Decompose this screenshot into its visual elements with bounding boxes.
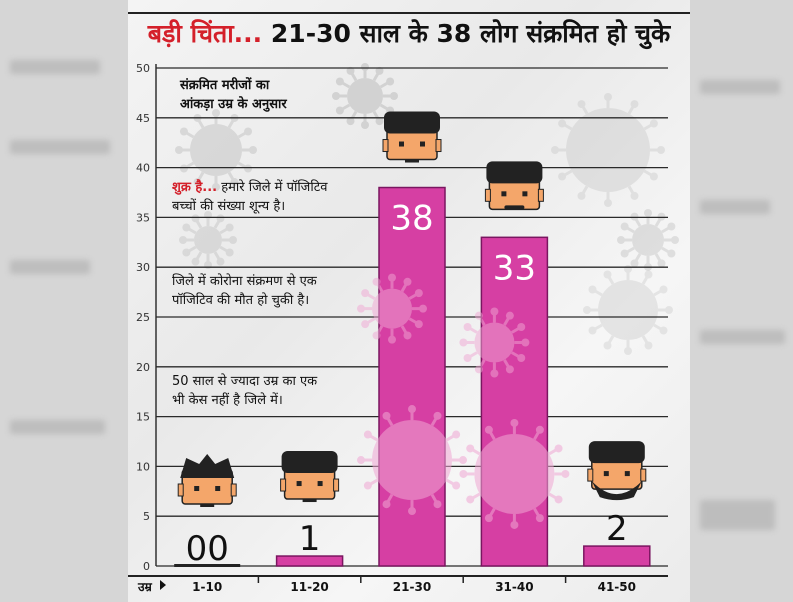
face-illustration-icon bbox=[484, 161, 544, 211]
x-axis-arrow-icon bbox=[160, 580, 166, 590]
y-tick-label: 20 bbox=[136, 361, 150, 374]
blur-decoration bbox=[10, 60, 100, 74]
bar bbox=[583, 545, 651, 567]
note-heading: संक्रमित मरीजों का आंकड़ा उम्र के अनुसार bbox=[180, 78, 287, 112]
blur-decoration bbox=[700, 80, 780, 94]
infographic-panel: बड़ी चिंता... 21-30 साल के 38 लोग संक्रम… bbox=[128, 0, 690, 602]
note-good-news: शुक्र है... हमारे जिले में पॉजिटिव बच्चो… bbox=[172, 178, 327, 216]
virus-decoration bbox=[551, 93, 665, 207]
y-tick-label: 30 bbox=[136, 261, 150, 274]
data-label: 2 bbox=[606, 509, 628, 549]
virus-decoration bbox=[459, 307, 530, 378]
blur-decoration bbox=[700, 500, 775, 530]
virus-decoration bbox=[175, 109, 257, 191]
note-good-news-highlight: शुक्र है... bbox=[172, 180, 218, 195]
y-tick-label: 25 bbox=[136, 311, 150, 324]
y-tick-label: 5 bbox=[143, 510, 150, 523]
note-good-news-text: हमारे जिले में पॉजिटिव बच्चों की संख्या … bbox=[172, 180, 328, 214]
y-tick-label: 0 bbox=[143, 560, 150, 573]
bar bbox=[174, 564, 241, 567]
virus-decoration bbox=[179, 211, 237, 269]
virus-decoration bbox=[617, 209, 679, 271]
blur-decoration bbox=[10, 420, 105, 434]
y-tick-label: 45 bbox=[136, 112, 150, 125]
virus-decoration bbox=[357, 273, 427, 344]
y-tick-label: 40 bbox=[136, 162, 150, 175]
data-label: 38 bbox=[390, 199, 433, 239]
blurred-background-right bbox=[690, 0, 793, 602]
bar-chart: 0 5 10 15 20 25 30 35 40 45 50 उम्र 1-10 00 11-20 1 21-3… bbox=[128, 62, 679, 594]
x-axis-label: उम्र bbox=[137, 580, 153, 594]
x-tick-label: 11-20 bbox=[290, 580, 328, 594]
data-label: 1 bbox=[299, 519, 321, 559]
chart-title: बड़ी चिंता... 21-30 साल के 38 लोग संक्रम… bbox=[128, 16, 690, 50]
blur-decoration bbox=[700, 330, 785, 344]
face-illustration-icon bbox=[280, 451, 340, 503]
x-tick-label: 31-40 bbox=[495, 580, 533, 594]
data-label: 33 bbox=[493, 248, 536, 288]
x-tick-label: 41-50 bbox=[598, 580, 636, 594]
blurred-background-left bbox=[0, 0, 128, 602]
x-tick-label: 1-10 bbox=[192, 580, 222, 594]
y-tick-label: 10 bbox=[136, 460, 150, 473]
face-illustration-icon bbox=[587, 441, 647, 501]
title-text: 21-30 साल के 38 लोग संक्रमित हो चुके bbox=[270, 19, 671, 48]
y-tick-label: 15 bbox=[136, 411, 150, 424]
x-tick-label: 21-30 bbox=[393, 580, 431, 594]
face-illustration-icon bbox=[177, 454, 237, 507]
blur-decoration bbox=[10, 140, 110, 154]
y-tick-label: 50 bbox=[136, 62, 150, 75]
blur-decoration bbox=[10, 260, 90, 274]
face-illustration-icon bbox=[382, 111, 442, 163]
data-label: 00 bbox=[186, 529, 229, 569]
blur-decoration bbox=[700, 200, 770, 214]
virus-decoration bbox=[357, 405, 467, 516]
title-rule bbox=[128, 12, 690, 14]
note-elder: 50 साल से ज्यादा उम्र का एक भी केस नहीं … bbox=[172, 374, 318, 408]
virus-decoration bbox=[583, 265, 673, 355]
title-highlight: बड़ी चिंता... bbox=[147, 19, 263, 48]
bar bbox=[275, 555, 344, 567]
y-tick-label: 35 bbox=[136, 211, 150, 224]
virus-decoration bbox=[459, 418, 570, 529]
note-death: जिले में कोरोना संक्रमण से एक पॉजिटिव की… bbox=[172, 274, 317, 308]
